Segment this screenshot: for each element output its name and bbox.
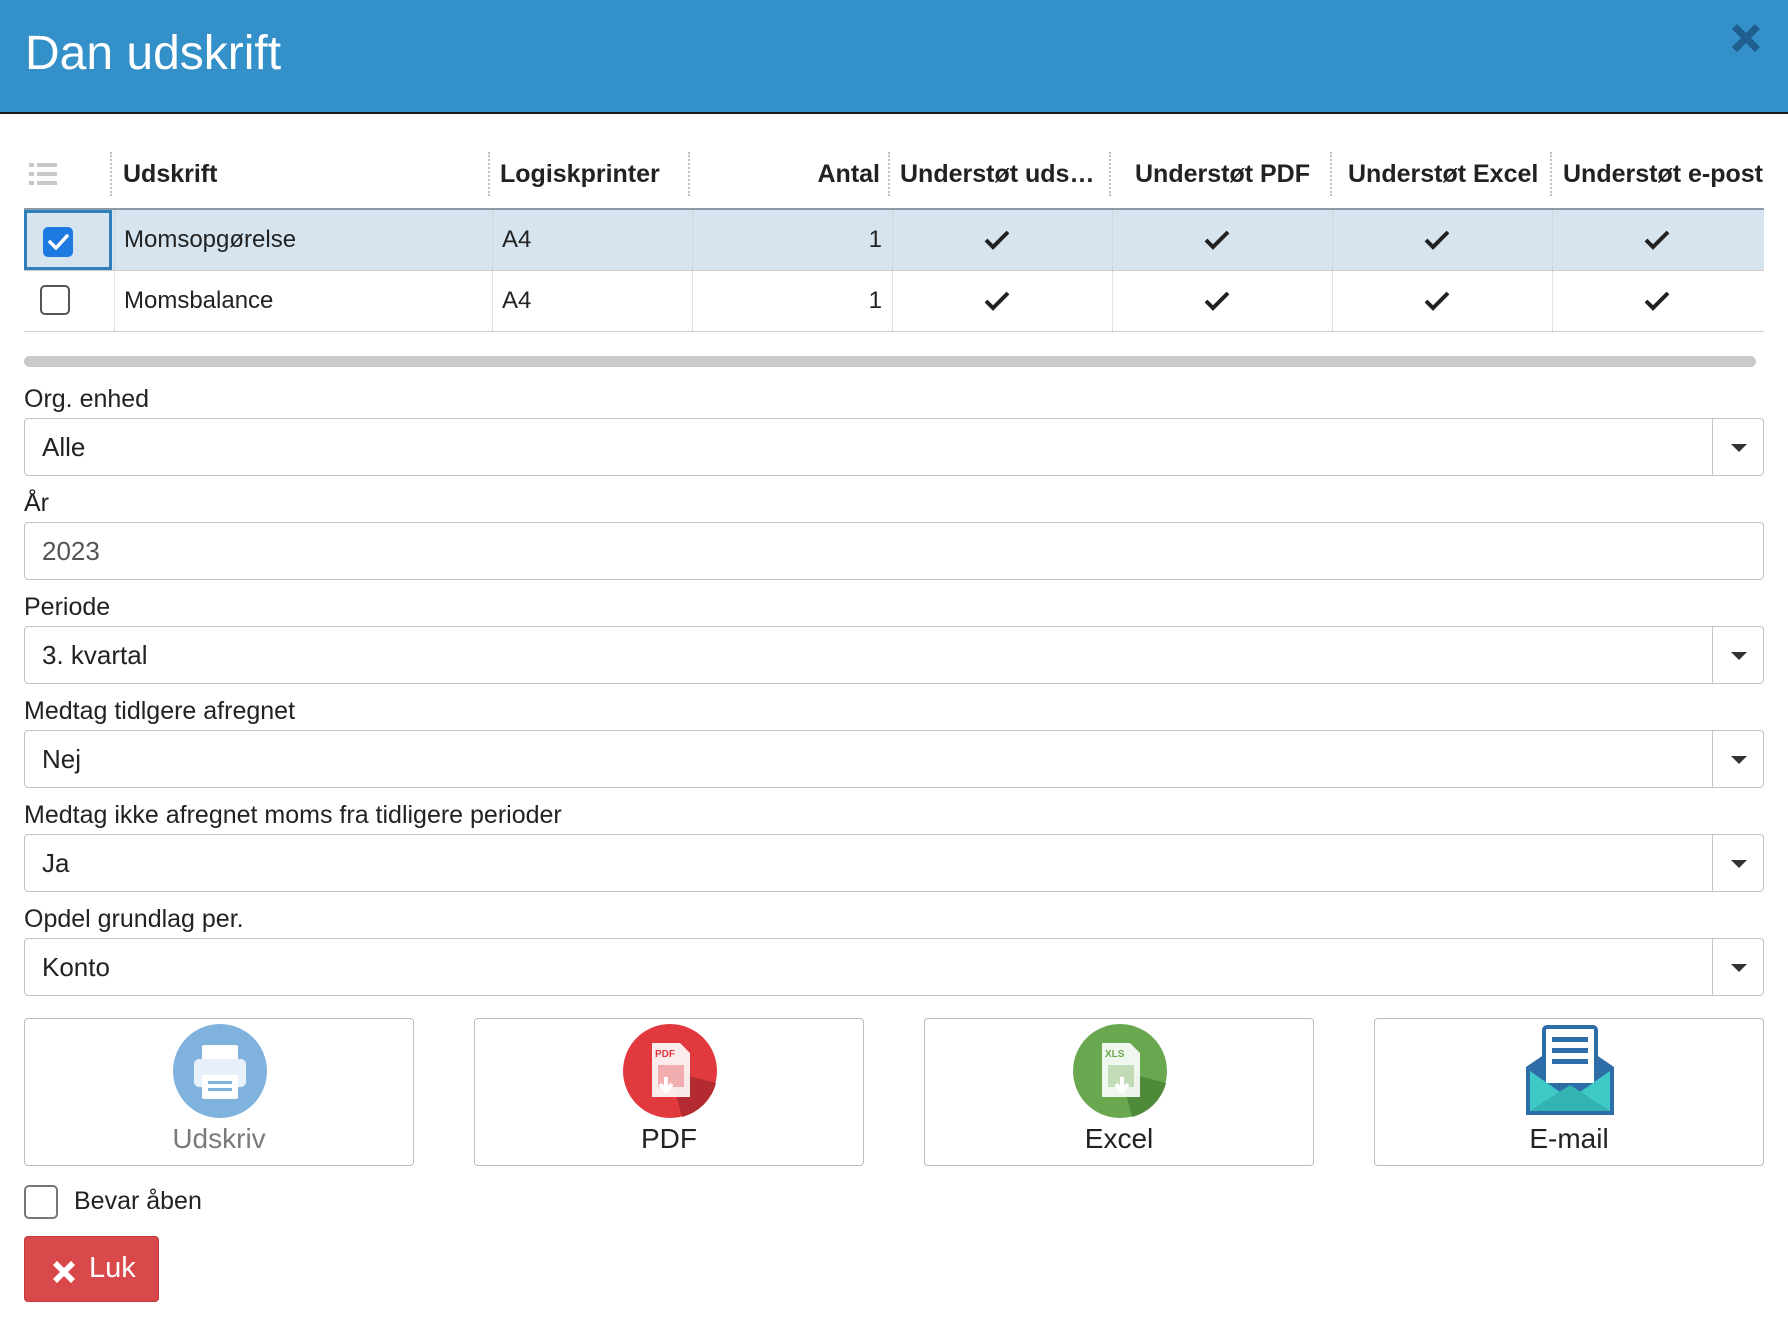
include-unsettled-label: Medtag ikke afregnet moms fra tidligere … xyxy=(24,801,562,829)
close-button[interactable]: Luk xyxy=(24,1236,159,1302)
org-label: Org. enhed xyxy=(24,385,150,413)
check-icon xyxy=(984,291,1010,311)
excel-button-label: Excel xyxy=(1084,1123,1154,1154)
column-header-understot-epost[interactable]: Understøt e-post xyxy=(1563,160,1763,188)
column-header-antal[interactable]: Antal xyxy=(817,160,881,188)
include-settled-value: Nej xyxy=(42,744,82,774)
print-button[interactable]: Udskriv xyxy=(24,1018,414,1166)
excel-button[interactable]: XLS Excel xyxy=(924,1018,1314,1166)
pdf-button-label: PDF xyxy=(641,1123,697,1154)
row-checkbox[interactable] xyxy=(43,227,73,257)
list-icon[interactable] xyxy=(28,140,58,208)
check-icon xyxy=(1424,230,1450,250)
dialog-header: Dan udskrift xyxy=(0,0,1788,114)
keep-open-checkbox[interactable] xyxy=(24,1185,58,1219)
chevron-down-icon[interactable] xyxy=(1712,419,1763,475)
cell-logiskprinter: A4 xyxy=(502,287,532,314)
row-checkbox[interactable] xyxy=(40,285,70,315)
horizontal-scrollbar[interactable] xyxy=(24,356,1756,367)
pdf-icon: PDF xyxy=(623,1024,717,1118)
column-header-understot-udskrift[interactable]: Understøt uds… xyxy=(900,160,1095,188)
split-select[interactable]: Konto xyxy=(24,938,1764,996)
check-icon xyxy=(1644,230,1670,250)
column-header-understot-pdf[interactable]: Understøt PDF xyxy=(1135,160,1310,188)
row-select-cell[interactable] xyxy=(24,210,112,270)
cell-udskrift: Momsopgørelse xyxy=(124,226,297,253)
split-value: Konto xyxy=(42,952,110,982)
period-label: Periode xyxy=(24,593,111,621)
envelope-icon xyxy=(1526,1025,1614,1115)
keep-open-label: Bevar åben xyxy=(74,1187,202,1215)
table-row[interactable]: Momsopgørelse A4 1 xyxy=(24,210,1764,271)
chevron-down-icon[interactable] xyxy=(1712,627,1763,683)
include-settled-select[interactable]: Nej xyxy=(24,730,1764,788)
cell-antal: 1 xyxy=(868,287,882,314)
column-header-logiskprinter[interactable]: Logiskprinter xyxy=(500,160,660,188)
chevron-down-icon[interactable] xyxy=(1712,939,1763,995)
cell-udskrift: Momsbalance xyxy=(124,287,274,314)
pdf-button[interactable]: PDF PDF xyxy=(474,1018,864,1166)
svg-text:XLS: XLS xyxy=(1105,1049,1125,1060)
table-row[interactable]: Momsbalance A4 1 xyxy=(24,271,1764,332)
x-icon xyxy=(53,1261,75,1283)
chevron-down-icon[interactable] xyxy=(1712,835,1763,891)
include-unsettled-value: Ja xyxy=(42,848,70,878)
split-label: Opdel grundlag per. xyxy=(24,905,244,933)
cell-antal: 1 xyxy=(868,226,882,253)
column-header-understot-excel[interactable]: Understøt Excel xyxy=(1348,160,1539,188)
check-icon xyxy=(984,230,1010,250)
excel-icon: XLS xyxy=(1073,1024,1167,1118)
year-label: År xyxy=(24,489,49,517)
org-select[interactable]: Alle xyxy=(24,418,1764,476)
print-button-label: Udskriv xyxy=(172,1123,266,1154)
cell-logiskprinter: A4 xyxy=(502,226,532,253)
include-settled-label: Medtag tidlgere afregnet xyxy=(24,697,296,725)
year-value: 2023 xyxy=(42,536,100,566)
org-value: Alle xyxy=(42,432,86,462)
close-button-label: Luk xyxy=(89,1252,136,1284)
period-value: 3. kvartal xyxy=(42,640,148,670)
include-unsettled-select[interactable]: Ja xyxy=(24,834,1764,892)
year-input[interactable]: 2023 xyxy=(24,522,1764,580)
check-icon xyxy=(1204,291,1230,311)
grid-header: Udskrift Logiskprinter Antal Understøt u… xyxy=(24,140,1764,210)
column-header-udskrift[interactable]: Udskrift xyxy=(123,160,218,188)
check-icon xyxy=(1204,230,1230,250)
period-select[interactable]: 3. kvartal xyxy=(24,626,1764,684)
dialog-title: Dan udskrift xyxy=(25,27,282,80)
check-icon xyxy=(1424,291,1450,311)
report-grid: Udskrift Logiskprinter Antal Understøt u… xyxy=(24,140,1764,332)
check-icon xyxy=(1644,291,1670,311)
chevron-down-icon[interactable] xyxy=(1712,731,1763,787)
close-icon[interactable] xyxy=(1726,18,1766,58)
row-select-cell[interactable] xyxy=(24,271,112,331)
email-button[interactable]: E-mail xyxy=(1374,1018,1764,1166)
email-button-label: E-mail xyxy=(1529,1123,1609,1154)
printer-icon xyxy=(173,1024,267,1118)
svg-text:PDF: PDF xyxy=(655,1049,675,1060)
